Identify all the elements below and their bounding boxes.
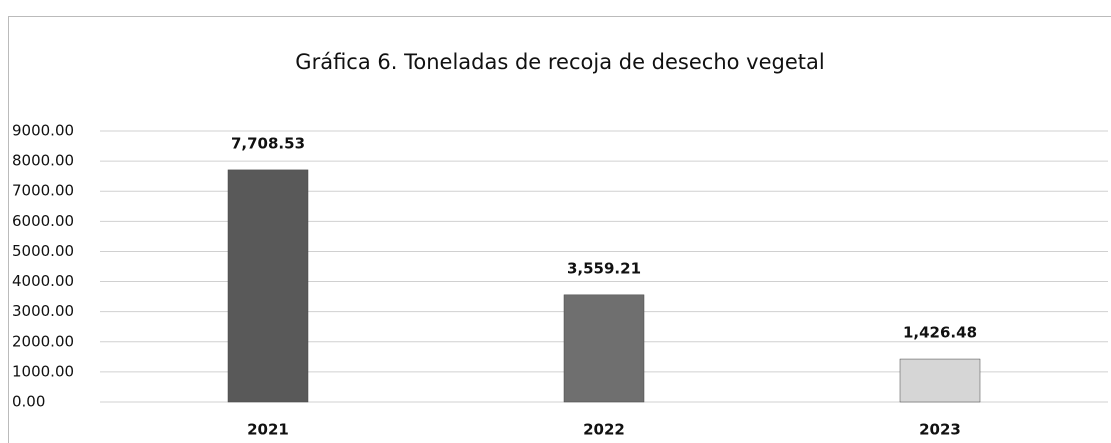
value-label: 1,426.48 <box>903 324 977 342</box>
bar <box>227 169 309 403</box>
y-tick-label: 7000.00 <box>12 182 74 200</box>
x-tick-label: 2022 <box>583 421 625 439</box>
y-tick-label: 0.00 <box>12 393 45 411</box>
bar <box>563 294 645 403</box>
x-tick-label: 2023 <box>919 421 961 439</box>
y-tick-label: 9000.00 <box>12 122 74 140</box>
chart-frame <box>8 16 1111 443</box>
value-label: 7,708.53 <box>231 134 305 152</box>
y-tick-label: 4000.00 <box>12 272 74 290</box>
y-tick-label: 2000.00 <box>12 332 74 350</box>
y-tick-label: 8000.00 <box>12 152 74 170</box>
y-tick-label: 6000.00 <box>12 212 74 230</box>
y-tick-label: 5000.00 <box>12 242 74 260</box>
y-tick-label: 3000.00 <box>12 302 74 320</box>
value-label: 3,559.21 <box>567 259 641 277</box>
x-tick-label: 2021 <box>247 421 289 439</box>
chart-title: Gráfica 6. Toneladas de recoja de desech… <box>295 50 824 74</box>
y-tick-label: 1000.00 <box>12 362 74 380</box>
bar <box>899 358 981 403</box>
